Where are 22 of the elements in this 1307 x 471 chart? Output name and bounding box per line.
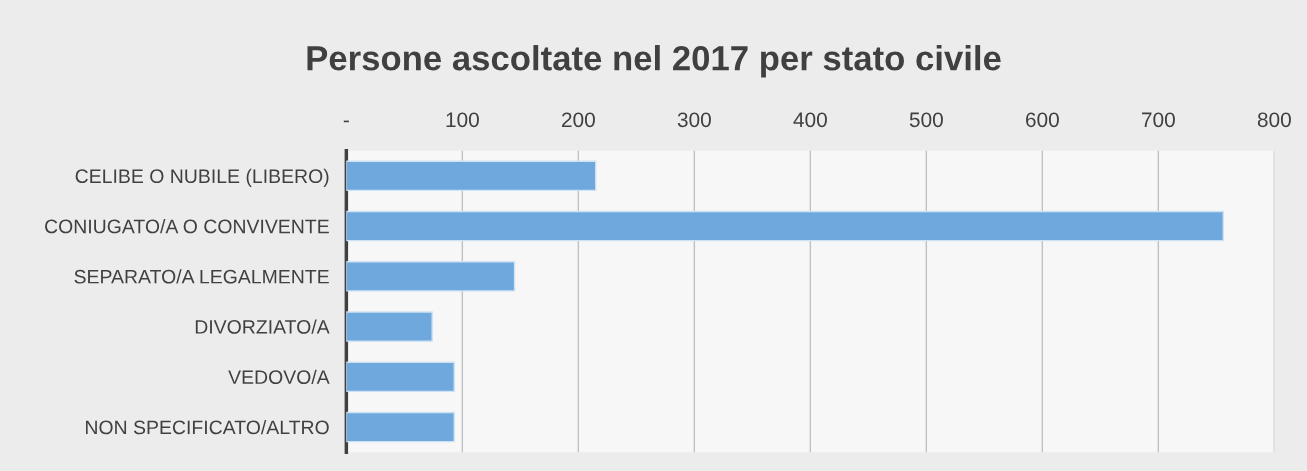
y-tick-label: DIVORZIATO/A: [195, 319, 330, 334]
x-tick-label: 800: [1257, 112, 1291, 128]
bar: [346, 160, 597, 192]
bar: [346, 210, 1224, 242]
x-tick-label: 300: [677, 112, 711, 128]
y-tick-label: CELIBE O NUBILE (LIBERO): [75, 168, 329, 187]
bar: [346, 411, 455, 443]
x-tick-label: -: [343, 120, 349, 123]
x-tick-label: 100: [446, 112, 479, 128]
x-tick-label: 700: [1142, 112, 1175, 128]
x-tick-label: 600: [1026, 112, 1059, 128]
x-tick-label: 400: [793, 112, 827, 128]
x-tick-label: 500: [909, 112, 943, 128]
y-tick-label: NON SPECIFICATO/ALTRO: [86, 419, 329, 435]
bar: [346, 311, 433, 342]
y-tick-label: SEPARATO/A LEGALMENTE: [74, 269, 329, 284]
y-tick-label: VEDOVO/A: [228, 369, 330, 385]
x-tick-label: 200: [562, 112, 595, 128]
bar: [346, 261, 516, 292]
y-tick-label: CONIUGATO/A O CONVIVENTE: [45, 219, 329, 234]
bar: [346, 361, 455, 393]
chart-title: Persone ascoltate nel 2017 per stato civile: [307, 45, 1001, 78]
